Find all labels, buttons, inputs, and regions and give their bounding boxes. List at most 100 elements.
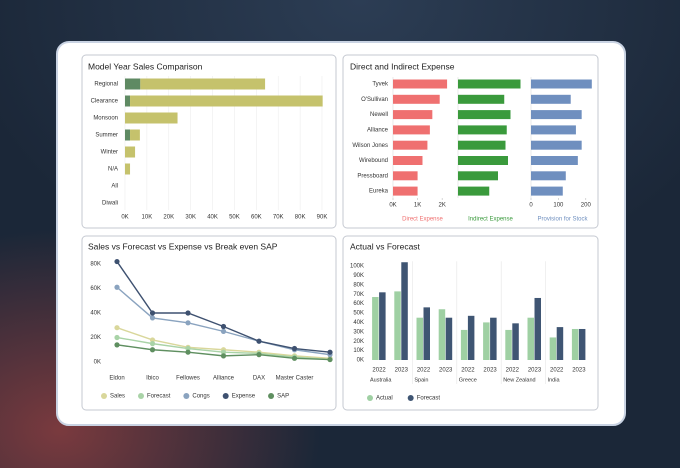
y-tick-label: Monsoon (93, 116, 118, 122)
bar (379, 292, 386, 360)
y-tick-label: 60K (90, 286, 101, 292)
x-tick-label: 200 (581, 203, 592, 209)
point (256, 338, 262, 344)
y-tick-label: Clearance (91, 99, 119, 105)
legend-marker (268, 393, 275, 399)
y-tick-label: Pressboard (357, 173, 388, 179)
y-tick-label: 40K (353, 320, 364, 326)
legend-label: SAP (277, 394, 289, 400)
x-tick-label: 40K (207, 215, 218, 221)
y-tick-label: Eureka (369, 189, 389, 195)
y-tick-label: 20K (90, 335, 101, 341)
x-tick-label: 2023 (528, 368, 542, 374)
bar (393, 94, 440, 104)
y-tick-label: Wilson Jones (352, 143, 388, 149)
legend-label: Sales (110, 394, 125, 400)
point (220, 328, 227, 334)
point (114, 342, 120, 348)
x-tick-label: 0K (389, 203, 396, 209)
y-tick-label: 20K (353, 339, 364, 345)
bar (393, 140, 428, 150)
bar (556, 327, 564, 360)
bar (140, 78, 266, 90)
point (291, 345, 298, 352)
x-tick-label: Fellowes (176, 376, 200, 382)
bar (125, 146, 136, 158)
bar (416, 317, 423, 360)
legend-marker (222, 393, 229, 399)
point (185, 310, 191, 316)
bar (393, 125, 430, 135)
bar (527, 317, 534, 360)
chart-title: Actual vs Forecast (350, 241, 421, 251)
x-tick-label: 100 (553, 203, 564, 209)
bar (458, 186, 490, 196)
bar (458, 125, 507, 135)
x-tick-label: 2K (438, 203, 445, 209)
x-tick-label: 1K (414, 203, 421, 209)
y-tick-label: 90K (353, 273, 364, 279)
bar (578, 328, 586, 360)
bar (393, 79, 448, 89)
bar (393, 110, 433, 120)
group-label: Australia (370, 377, 392, 383)
bar (512, 323, 519, 360)
y-tick-label: 100K (350, 264, 364, 270)
y-tick-label: 0K (94, 360, 101, 366)
bar (125, 112, 178, 124)
bar (130, 95, 323, 107)
legend-label: Forecast (417, 396, 441, 402)
legend-label: Expense (232, 394, 256, 400)
bar (531, 171, 566, 181)
x-tick-label: 2022 (461, 368, 475, 374)
x-tick-label: 10K (142, 215, 153, 221)
panel (81, 235, 337, 411)
point (149, 315, 156, 321)
x-tick-label: 0 (529, 203, 533, 209)
x-tick-label: Eldon (109, 376, 124, 382)
y-tick-label: N/A (108, 167, 118, 173)
y-tick-label: 0K (357, 358, 364, 364)
bar (458, 171, 498, 181)
legend-marker (101, 393, 107, 399)
bar (483, 322, 490, 360)
bar (393, 186, 418, 196)
point (256, 352, 262, 358)
legend-label: Actual (376, 396, 393, 402)
chart-title: Direct and Indirect Expense (350, 61, 455, 71)
point (185, 345, 191, 352)
x-tick-label: 0K (121, 215, 128, 221)
point (327, 356, 333, 363)
y-tick-label: 70K (353, 292, 364, 298)
y-tick-label: Newell (370, 112, 388, 118)
point (220, 353, 227, 359)
y-tick-label: 80K (353, 282, 364, 288)
bar (571, 328, 579, 360)
x-tick-label: 2023 (483, 368, 497, 374)
y-tick-label: All (111, 184, 118, 190)
bar (549, 337, 557, 360)
y-tick-label: Summer (95, 133, 118, 139)
group-label: Greece (459, 377, 477, 383)
bar (125, 78, 141, 90)
y-tick-label: Diwali (102, 201, 118, 207)
bar (445, 317, 453, 360)
x-tick-label: 2022 (417, 368, 431, 374)
point (114, 325, 120, 331)
x-tick-label: 70K (273, 215, 284, 221)
bar (438, 309, 446, 360)
point (185, 349, 191, 355)
bar (423, 307, 430, 360)
x-tick-label: DAX (253, 376, 265, 382)
bar (125, 95, 131, 107)
x-tick-label: 90K (317, 215, 328, 221)
bar (531, 186, 563, 196)
point (220, 349, 227, 355)
y-tick-label: Wirebound (359, 158, 388, 164)
y-tick-label: 10K (353, 348, 364, 354)
bar (393, 156, 423, 165)
point (149, 337, 156, 343)
bar (490, 317, 497, 360)
x-tick-label: 2023 (439, 368, 453, 374)
